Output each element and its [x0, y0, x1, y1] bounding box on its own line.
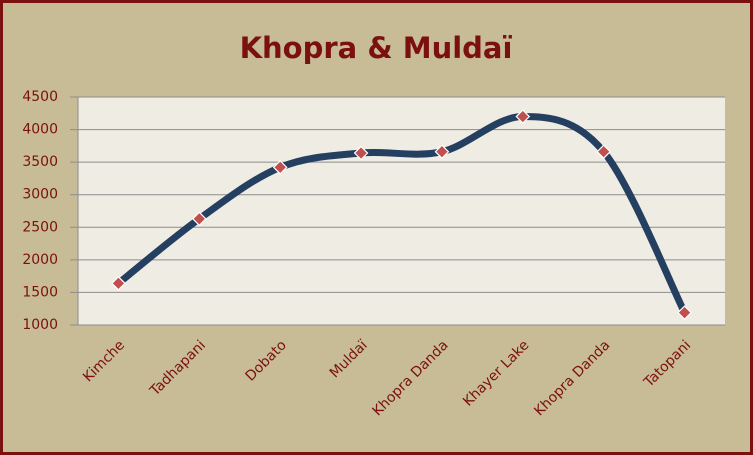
- y-tick-label: 2500: [22, 219, 58, 235]
- marker: [111, 275, 126, 291]
- marker: [191, 211, 207, 227]
- y-tick-label: 3000: [22, 187, 58, 203]
- y-tick-label: 4500: [22, 89, 58, 105]
- y-tick-label: 2000: [22, 252, 58, 268]
- y-tick-label: 1500: [22, 284, 58, 300]
- marker: [353, 145, 369, 161]
- marker: [677, 305, 692, 320]
- y-tick-label: 4000: [22, 122, 58, 138]
- plot-area: [78, 97, 725, 325]
- marker: [515, 109, 531, 124]
- chart-title: Khopra & Muldaï: [240, 31, 513, 65]
- marker: [272, 160, 288, 175]
- y-tick-label: 3500: [22, 154, 58, 170]
- marker: [434, 144, 450, 160]
- marker: [596, 144, 612, 160]
- y-tick-label: 1000: [22, 317, 58, 333]
